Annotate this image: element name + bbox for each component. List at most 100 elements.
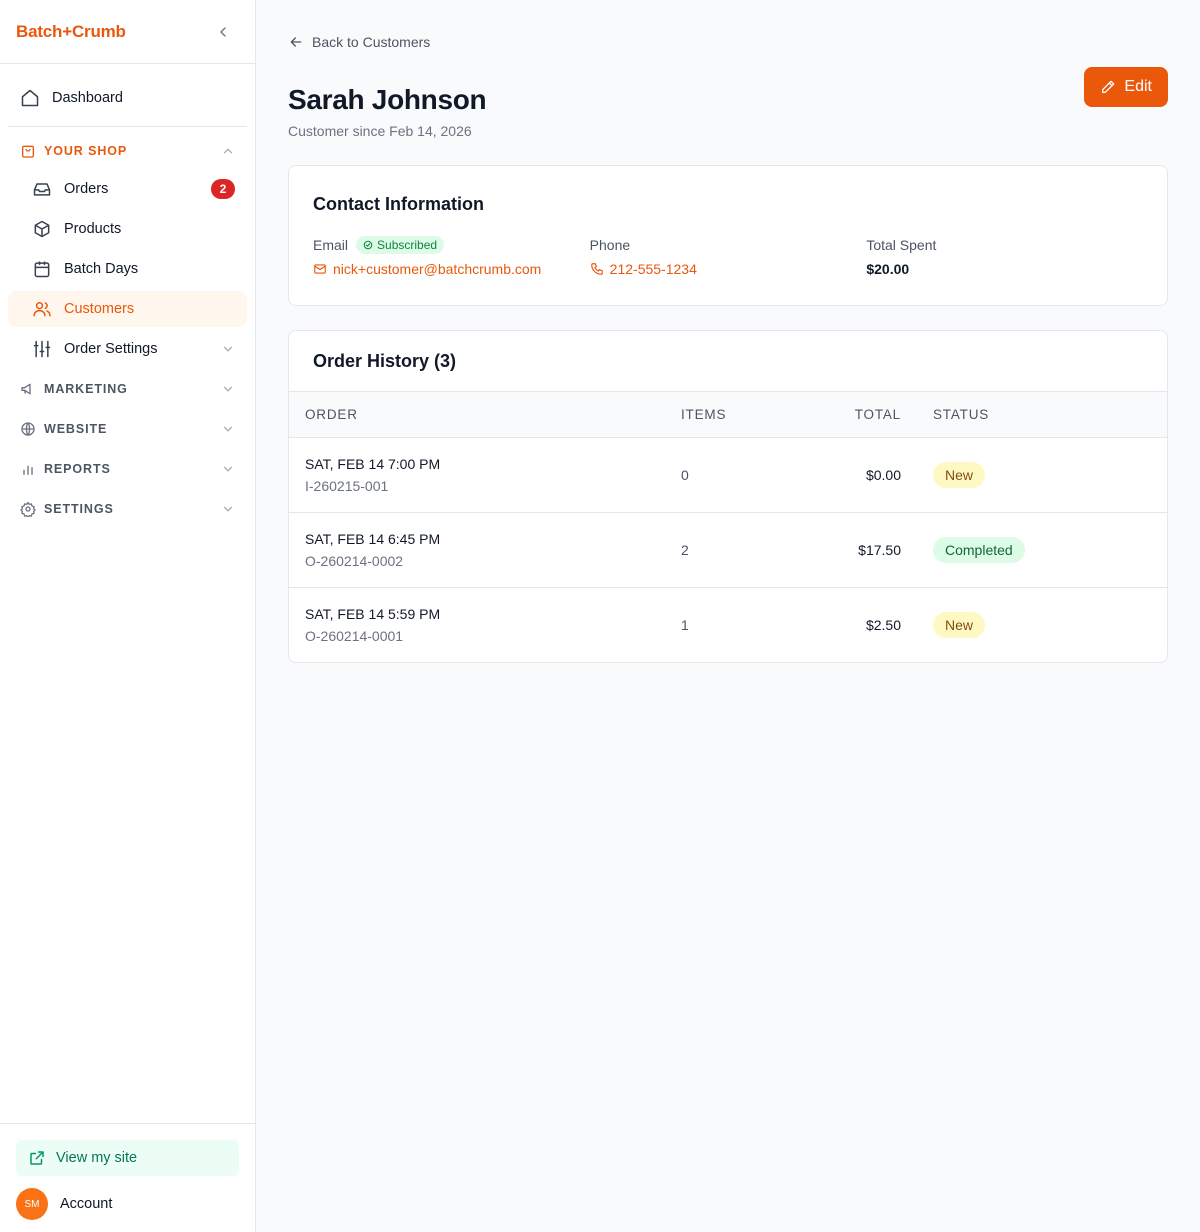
brand-row: Batch+Crumb xyxy=(0,0,255,64)
items-cell: 0 xyxy=(681,466,689,483)
gear-icon xyxy=(20,501,36,517)
main-content: Back to Customers Sarah Johnson Customer… xyxy=(256,0,1200,1232)
contact-information-card: Contact Information Email Subscribed nic… xyxy=(288,165,1168,306)
status-cell: New xyxy=(901,437,1167,512)
check-circle-icon xyxy=(363,240,373,250)
items-cell: 2 xyxy=(681,541,689,558)
items-cell: 1 xyxy=(681,616,689,633)
orders-count-badge: 2 xyxy=(211,179,235,199)
sidebar-item-products[interactable]: Products xyxy=(8,211,247,247)
section-label: SETTINGS xyxy=(44,502,114,516)
sidebar-item-customers[interactable]: Customers xyxy=(8,291,247,327)
sidebar: Batch+Crumb Dashboard YOUR SHOP Orders 2… xyxy=(0,0,256,1232)
back-label: Back to Customers xyxy=(312,34,431,50)
megaphone-icon xyxy=(21,383,31,395)
order-history-table: ORDER ITEMS TOTAL STATUS SAT, FEB 14 7:0… xyxy=(289,392,1167,662)
total-spent-value: $20.00 xyxy=(866,261,910,277)
sidebar-divider xyxy=(8,126,247,127)
customer-since: Customer since Feb 14, 2026 xyxy=(288,123,472,139)
order-id: O-260214-0001 xyxy=(305,627,404,644)
order-date: SAT, FEB 14 6:45 PM xyxy=(305,530,441,547)
chevron-down-icon xyxy=(223,466,233,472)
order-history-card: Order History (3) ORDER ITEMS TOTAL STAT… xyxy=(288,330,1168,663)
collapsed-sections: MARKETING WEBSITE REPORTS SETTINGS xyxy=(8,377,247,521)
email-value: nick+customer@batchcrumb.com xyxy=(333,261,542,277)
arrow-left-icon xyxy=(290,37,302,47)
account-menu[interactable]: SM Account xyxy=(16,1188,239,1220)
sidebar-item-label: Dashboard xyxy=(52,90,123,106)
sidebar-item-label: Products xyxy=(64,221,122,237)
order-id: I-260215-001 xyxy=(305,477,389,494)
sidebar-footer: View my site SM Account xyxy=(0,1123,255,1232)
email-link[interactable]: nick+customer@batchcrumb.com xyxy=(313,259,590,279)
account-label: Account xyxy=(60,1196,113,1212)
table-row[interactable]: SAT, FEB 14 7:00 PM I-260215-001 0 $0.00… xyxy=(289,437,1167,512)
box-icon xyxy=(34,220,50,238)
status-badge: New xyxy=(933,611,986,638)
chevron-left-icon xyxy=(220,26,226,37)
section-website[interactable]: WEBSITE xyxy=(8,417,247,441)
order-history-title: Order History (3) xyxy=(313,350,457,371)
section-marketing[interactable]: MARKETING xyxy=(8,377,247,401)
chevron-down-icon xyxy=(223,386,233,392)
external-link-icon xyxy=(30,1151,44,1165)
mail-icon xyxy=(314,264,326,274)
total-spent-label: Total Spent xyxy=(866,237,937,253)
phone-icon xyxy=(590,263,603,275)
home-icon xyxy=(21,89,39,107)
sidebar-item-label: Customers xyxy=(64,301,135,317)
total-cell: $2.50 xyxy=(865,616,901,633)
calendar-icon xyxy=(34,261,50,278)
avatar: SM xyxy=(16,1188,48,1220)
section-label: REPORTS xyxy=(44,462,111,476)
phone-link[interactable]: 212-555-1234 xyxy=(590,259,867,279)
phone-label: Phone xyxy=(589,237,631,253)
sidebar-item-orders[interactable]: Orders 2 xyxy=(8,171,247,207)
column-header-items: ITEMS xyxy=(681,392,791,438)
email-label: Email xyxy=(313,237,349,253)
email-column: Email Subscribed nick+customer@batchcrum… xyxy=(313,235,590,279)
order-id: O-260214-0002 xyxy=(305,552,404,569)
section-label: MARKETING xyxy=(44,382,128,396)
email-label-row: Email Subscribed xyxy=(313,235,590,255)
column-header-total: TOTAL xyxy=(791,392,901,438)
collapse-sidebar-button[interactable] xyxy=(211,20,235,44)
sliders-icon xyxy=(33,340,51,358)
sidebar-item-label: Order Settings xyxy=(64,341,158,357)
view-my-site-label: View my site xyxy=(56,1150,138,1166)
view-my-site-button[interactable]: View my site xyxy=(16,1140,239,1176)
order-date: SAT, FEB 14 5:59 PM xyxy=(305,605,441,622)
subscribed-badge: Subscribed xyxy=(356,236,445,254)
inbox-icon xyxy=(33,183,51,196)
subscribed-label: Subscribed xyxy=(377,238,438,252)
order-date: SAT, FEB 14 7:00 PM xyxy=(305,455,441,472)
edit-button[interactable]: Edit xyxy=(1084,67,1168,107)
your-shop-items: Orders 2 Products Batch Days Customers O… xyxy=(8,163,247,367)
section-settings[interactable]: SETTINGS xyxy=(8,497,247,521)
users-icon xyxy=(33,302,51,317)
section-label: YOUR SHOP xyxy=(44,144,128,158)
sidebar-item-dashboard[interactable]: Dashboard xyxy=(8,80,247,116)
sidebar-item-order-settings[interactable]: Order Settings xyxy=(8,331,247,367)
total-cell: $0.00 xyxy=(865,466,901,483)
order-cell: SAT, FEB 14 5:59 PM O-260214-0001 xyxy=(289,587,681,662)
section-your-shop[interactable]: YOUR SHOP xyxy=(8,139,247,163)
status-cell: New xyxy=(901,587,1167,662)
order-cell: SAT, FEB 14 6:45 PM O-260214-0002 xyxy=(289,512,681,587)
contact-grid: Email Subscribed nick+customer@batchcrum… xyxy=(313,235,1143,279)
chevron-down-icon xyxy=(223,426,233,432)
column-header-order: ORDER xyxy=(289,392,681,438)
edit-label: Edit xyxy=(1124,78,1152,95)
brand-logo[interactable]: Batch+Crumb xyxy=(16,21,126,41)
status-badge: Completed xyxy=(933,536,1025,563)
page-title: Sarah Johnson xyxy=(288,84,487,115)
table-row[interactable]: SAT, FEB 14 5:59 PM O-260214-0001 1 $2.5… xyxy=(289,587,1167,662)
table-row[interactable]: SAT, FEB 14 6:45 PM O-260214-0002 2 $17.… xyxy=(289,512,1167,587)
total-cell: $17.50 xyxy=(858,541,901,558)
section-reports[interactable]: REPORTS xyxy=(8,457,247,481)
shopping-bag-icon xyxy=(22,145,34,158)
sidebar-item-batch-days[interactable]: Batch Days xyxy=(8,251,247,287)
section-label: WEBSITE xyxy=(44,422,108,436)
column-header-status: STATUS xyxy=(901,392,1167,438)
back-to-customers-link[interactable]: Back to Customers xyxy=(288,32,430,52)
